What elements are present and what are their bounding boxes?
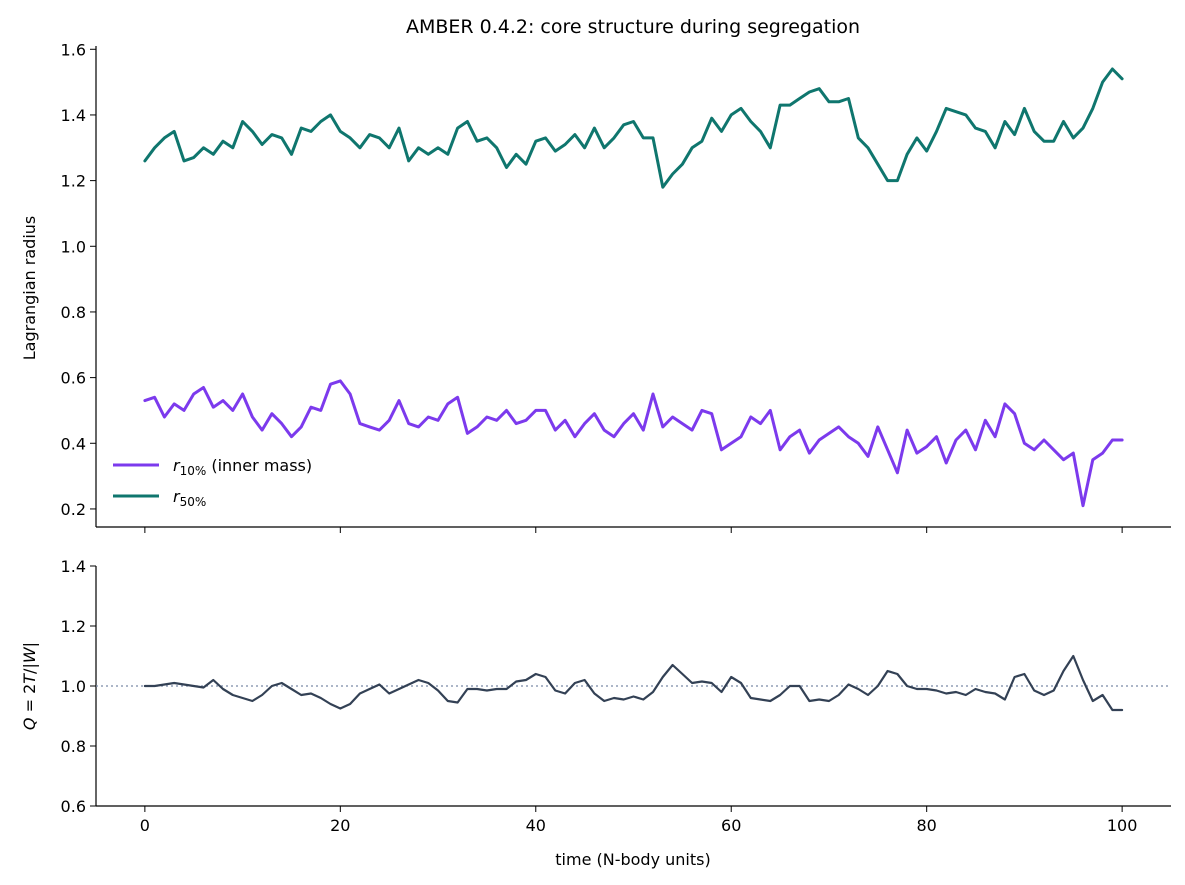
top-x-ticks [144, 527, 1123, 533]
series-line-r50- [143, 67, 1124, 189]
y-tick-label: 0.8 [61, 303, 86, 322]
w-symbol: W [20, 646, 39, 663]
legend-label-r50-sub: 50% [180, 495, 207, 509]
abs-open: /| [20, 663, 39, 674]
y-tick-label: 0.8 [61, 737, 86, 756]
x-tick-label: 0 [140, 816, 150, 835]
legend-label-r10: r10% (inner mass) [173, 456, 312, 478]
legend-label-r10-suffix: (inner mass) [206, 456, 312, 475]
y-tick-label: 1.2 [61, 617, 86, 636]
y-tick-label: 1.0 [61, 677, 86, 696]
abs-close: | [20, 642, 39, 647]
y-tick-label: 0.6 [61, 369, 86, 388]
bottom-x-axis-label: time (N-body units) [555, 850, 710, 869]
q-eq: = 2 [20, 684, 39, 718]
t-symbol: T [20, 673, 39, 684]
y-tick-label: 0.6 [61, 797, 86, 816]
legend-label-r10-base: r [173, 456, 181, 475]
top-y-ticks: 0.2 0.4 0.6 0.8 1.0 1.2 1.4 1.6 [61, 40, 96, 519]
y-tick-label: 1.6 [61, 40, 86, 59]
legend: r10% (inner mass) r50% [113, 456, 312, 509]
q-symbol: Q [20, 717, 39, 730]
y-tick-label: 0.2 [61, 500, 86, 519]
bottom-x-ticks: 0 20 40 60 80 100 [140, 806, 1138, 835]
y-tick-label: 1.4 [61, 557, 86, 576]
x-tick-label: 60 [721, 816, 741, 835]
y-tick-label: 1.2 [61, 172, 86, 191]
series-line-q [143, 654, 1124, 712]
y-tick-label: 1.0 [61, 237, 86, 256]
bottom-series-group [143, 654, 1124, 712]
x-tick-label: 20 [330, 816, 350, 835]
legend-label-r50-base: r [173, 487, 181, 506]
top-series-group [143, 67, 1124, 508]
bottom-y-axis-label: Q = 2T/|W| [20, 642, 39, 730]
bottom-y-ticks: 0.6 0.8 1.0 1.2 1.4 [61, 557, 96, 816]
y-tick-label: 0.4 [61, 434, 86, 453]
x-tick-label: 40 [526, 816, 546, 835]
top-y-axis-label: Lagrangian radius [20, 216, 39, 361]
y-tick-label: 1.4 [61, 106, 86, 125]
chart-title: AMBER 0.4.2: core structure during segre… [406, 16, 860, 38]
bottom-panel: 0.6 0.8 1.0 1.2 1.4 0 20 40 60 80 100 time (N-bod… [20, 557, 1171, 869]
x-tick-label: 100 [1107, 816, 1138, 835]
x-tick-label: 80 [917, 816, 937, 835]
series-line-r10-inner-mass- [143, 379, 1124, 508]
legend-label-r50: r50% [173, 487, 206, 509]
top-panel: 0.2 0.4 0.6 0.8 1.0 1.2 1.4 1.6 Lagrangian radi… [20, 40, 1171, 533]
legend-label-r10-sub: 10% [180, 464, 207, 478]
